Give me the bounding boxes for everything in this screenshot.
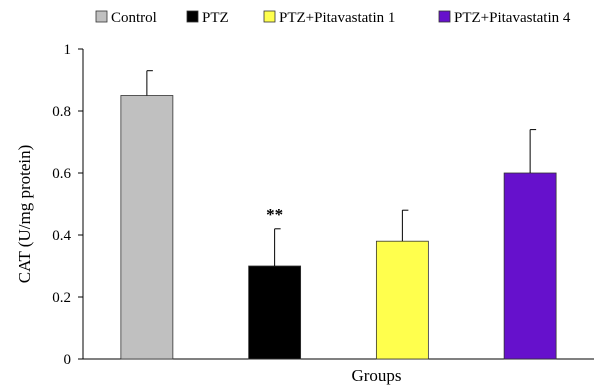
legend-swatch	[263, 10, 276, 23]
y-axis: 0 0.2 0.4 0.6 0.8 1	[52, 42, 84, 368]
legend-label: PTZ+Pitavastatin 4	[454, 10, 571, 26]
y-tick-label: 0.4	[52, 228, 71, 244]
legend-label: PTZ	[202, 10, 229, 26]
y-tick-label: 0.8	[52, 104, 71, 120]
bar-ptz-pitavastatin-4	[503, 172, 557, 360]
y-tick-label: 0	[64, 352, 72, 368]
legend-swatch	[95, 10, 108, 23]
legend-label: PTZ+Pitavastatin 1	[279, 10, 395, 26]
legend: Control PTZ PTZ+Pitavastatin 1 PTZ+Pitavast…	[95, 10, 571, 26]
bars: **	[120, 70, 557, 360]
legend-swatch	[438, 10, 451, 23]
significance-marker: **	[266, 205, 283, 224]
y-tick-label: 0.2	[52, 290, 71, 306]
bar-ptz	[248, 265, 302, 360]
y-tick-label: 0.6	[52, 166, 71, 182]
y-tick-label: 1	[64, 42, 72, 58]
legend-swatch	[186, 10, 199, 23]
x-axis-title: Groups	[351, 366, 401, 385]
bar-ptz-pitavastatin-1	[375, 240, 429, 360]
bar-control	[120, 95, 174, 360]
y-axis-title: CAT (U/mg protein)	[15, 145, 34, 284]
legend-label: Control	[111, 10, 157, 26]
